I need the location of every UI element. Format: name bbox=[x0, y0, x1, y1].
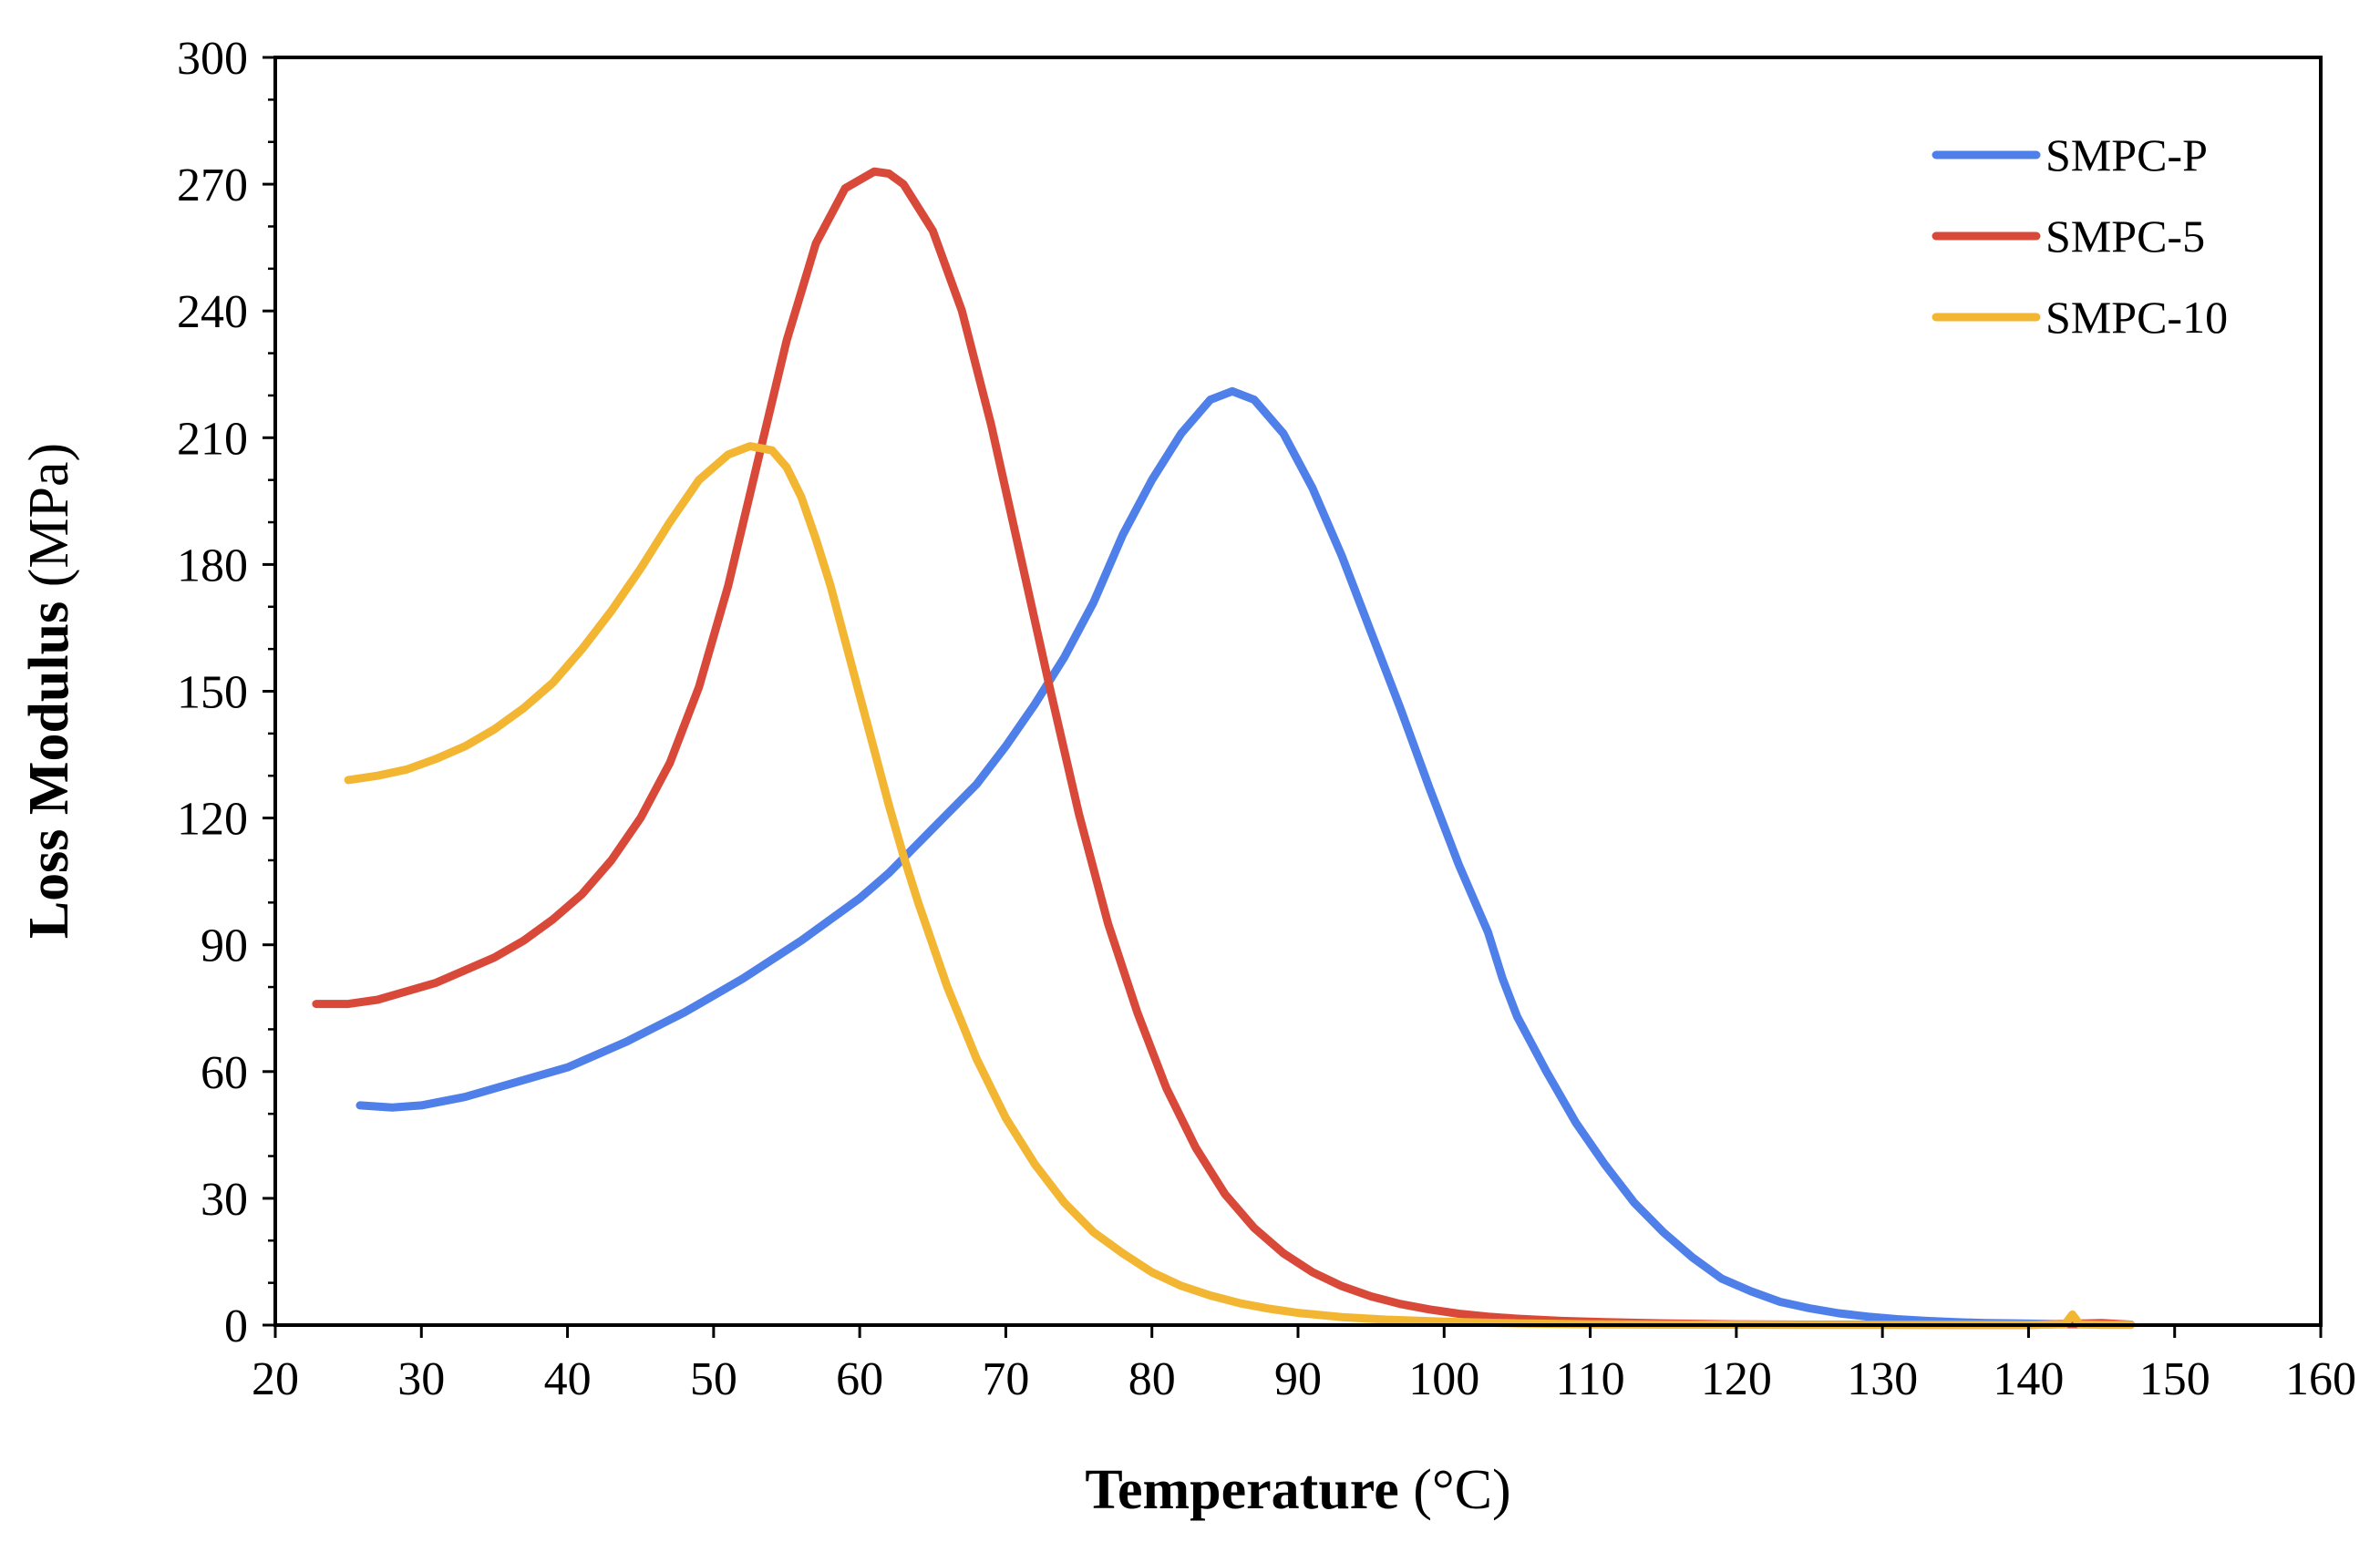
x-tick-label: 20 bbox=[252, 1353, 299, 1405]
ticks-layer: 0 30 60 90 120 150 180 210 240 270 300 20 30 40 50 60 70… bbox=[177, 33, 2356, 1405]
x-tick-label: 50 bbox=[690, 1353, 737, 1405]
x-tick-label: 80 bbox=[1128, 1353, 1176, 1405]
x-axis-title-text: Temperature bbox=[1085, 1459, 1398, 1521]
x-axis-title-unit: (°C) bbox=[1413, 1459, 1510, 1521]
legend-label-smpc-10: SMPC-10 bbox=[2045, 292, 2228, 343]
series-line-smpc-p bbox=[355, 386, 2136, 1329]
x-tick-label: 40 bbox=[544, 1353, 592, 1405]
y-tick-label: 210 bbox=[177, 413, 248, 465]
x-tick-label: 90 bbox=[1274, 1353, 1322, 1405]
y-tick-label: 150 bbox=[177, 667, 248, 719]
x-tick-label: 140 bbox=[1993, 1353, 2064, 1405]
x-tick-label: 70 bbox=[982, 1353, 1029, 1405]
y-axis-title: Loss Modulus (MPa) bbox=[18, 443, 80, 939]
legend-label-smpc-5: SMPC-5 bbox=[2045, 211, 2205, 262]
y-axis-title-unit: (MPa) bbox=[18, 443, 80, 587]
y-tick-label: 270 bbox=[177, 159, 248, 211]
x-tick-label: 120 bbox=[1701, 1353, 1772, 1405]
x-tick-label: 60 bbox=[836, 1353, 883, 1405]
y-tick-label: 0 bbox=[224, 1300, 248, 1352]
x-tick-label: 150 bbox=[2139, 1353, 2210, 1405]
y-tick-label: 120 bbox=[177, 794, 248, 846]
y-axis-title-text: Loss Modulus bbox=[18, 601, 80, 939]
x-tick-label: 100 bbox=[1408, 1353, 1479, 1405]
x-tick-label: 110 bbox=[1556, 1353, 1625, 1405]
x-tick-label: 130 bbox=[1847, 1353, 1918, 1405]
y-tick-label: 180 bbox=[177, 540, 248, 591]
x-axis-title: Temperature (°C) bbox=[1085, 1459, 1510, 1521]
y-tick-label: 60 bbox=[201, 1047, 248, 1099]
y-tick-label: 30 bbox=[201, 1174, 248, 1226]
y-tick-label: 90 bbox=[201, 920, 248, 972]
legend: SMPC-P SMPC-5 SMPC-10 bbox=[1932, 129, 2228, 343]
x-tick-label: 30 bbox=[397, 1353, 445, 1405]
x-tick-label: 160 bbox=[2285, 1353, 2356, 1405]
y-tick-label: 240 bbox=[177, 286, 248, 338]
legend-label-smpc-p: SMPC-P bbox=[2045, 129, 2208, 180]
y-tick-label: 300 bbox=[177, 33, 248, 85]
